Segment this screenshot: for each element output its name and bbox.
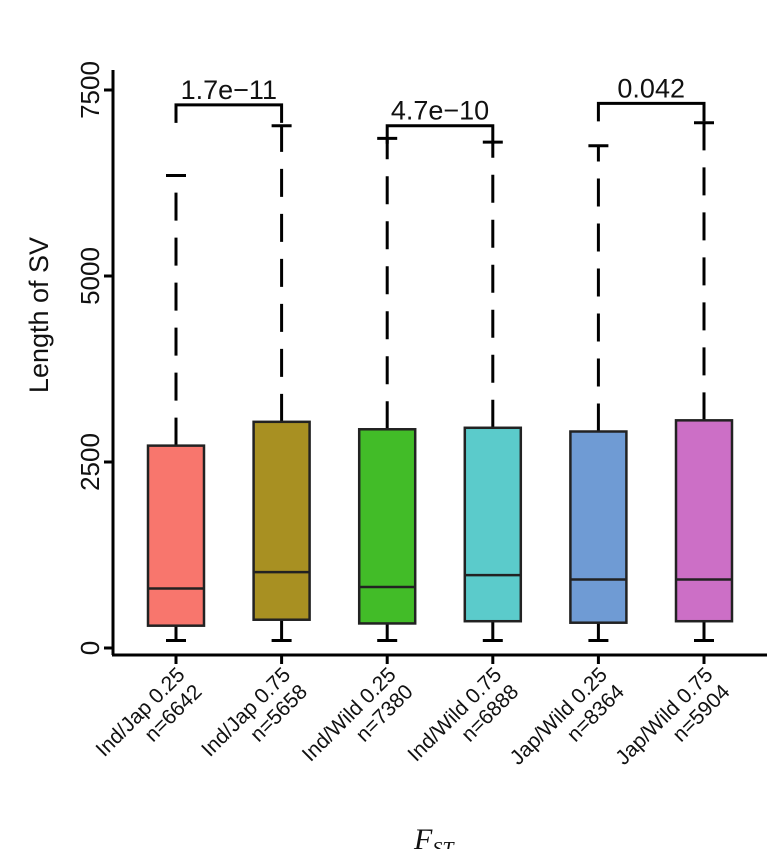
box-group-5: Jap/Wild 0.25n=8364 <box>506 144 629 786</box>
x-axis-title-main: F <box>413 823 433 849</box>
x-tick-label: Ind/Jap 0.25n=6642 <box>92 663 207 778</box>
x-axis-title-sub: ST <box>432 838 455 849</box>
y-tick-label-0: 0 <box>75 641 105 655</box>
box-group-6: Jap/Wild 0.75n=5904 <box>611 121 735 786</box>
box-iqr <box>674 419 734 623</box>
box-iqr <box>463 426 523 623</box>
x-tick-label: Ind/Wild 0.25n=7380 <box>298 663 418 783</box>
p-value-label: 0.042 <box>617 73 685 103</box>
y-tick-label-5000: 5000 <box>75 247 105 305</box>
x-tick-label: Jap/Wild 0.25n=8364 <box>506 663 629 786</box>
x-axis-title: FST <box>413 823 455 849</box>
bracket-line <box>385 124 495 144</box>
box-group-2: Ind/Jap 0.75n=5658 <box>197 124 312 778</box>
p-value-label: 4.7e−10 <box>391 96 489 126</box>
y-axis-title: Length of SV <box>24 237 54 393</box>
x-tick-label: Ind/Jap 0.75n=5658 <box>197 663 312 778</box>
box-iqr <box>569 430 628 624</box>
box-group-1: Ind/Jap 0.25n=6642 <box>92 174 207 778</box>
significance-bracket-2: 4.7e−10 <box>385 96 495 144</box>
box-group-3: Ind/Wild 0.25n=7380 <box>298 136 418 783</box>
box-iqr <box>146 444 206 627</box>
box-iqr <box>252 420 311 621</box>
x-tick-label: Jap/Wild 0.75n=5904 <box>611 663 734 786</box>
significance-bracket-3: 0.042 <box>596 73 706 122</box>
y-tick-label-7500: 7500 <box>75 61 105 119</box>
significance-bracket-1: 1.7e−11 <box>174 75 284 123</box>
box-group-4: Ind/Wild 0.75n=6888 <box>403 140 523 783</box>
bracket-line <box>596 101 706 122</box>
y-tick-label-2500: 2500 <box>75 433 105 491</box>
bracket-line <box>174 103 284 123</box>
p-value-label: 1.7e−11 <box>181 75 277 105</box>
x-tick-label: Ind/Wild 0.75n=6888 <box>403 663 523 783</box>
box-iqr <box>357 428 417 625</box>
